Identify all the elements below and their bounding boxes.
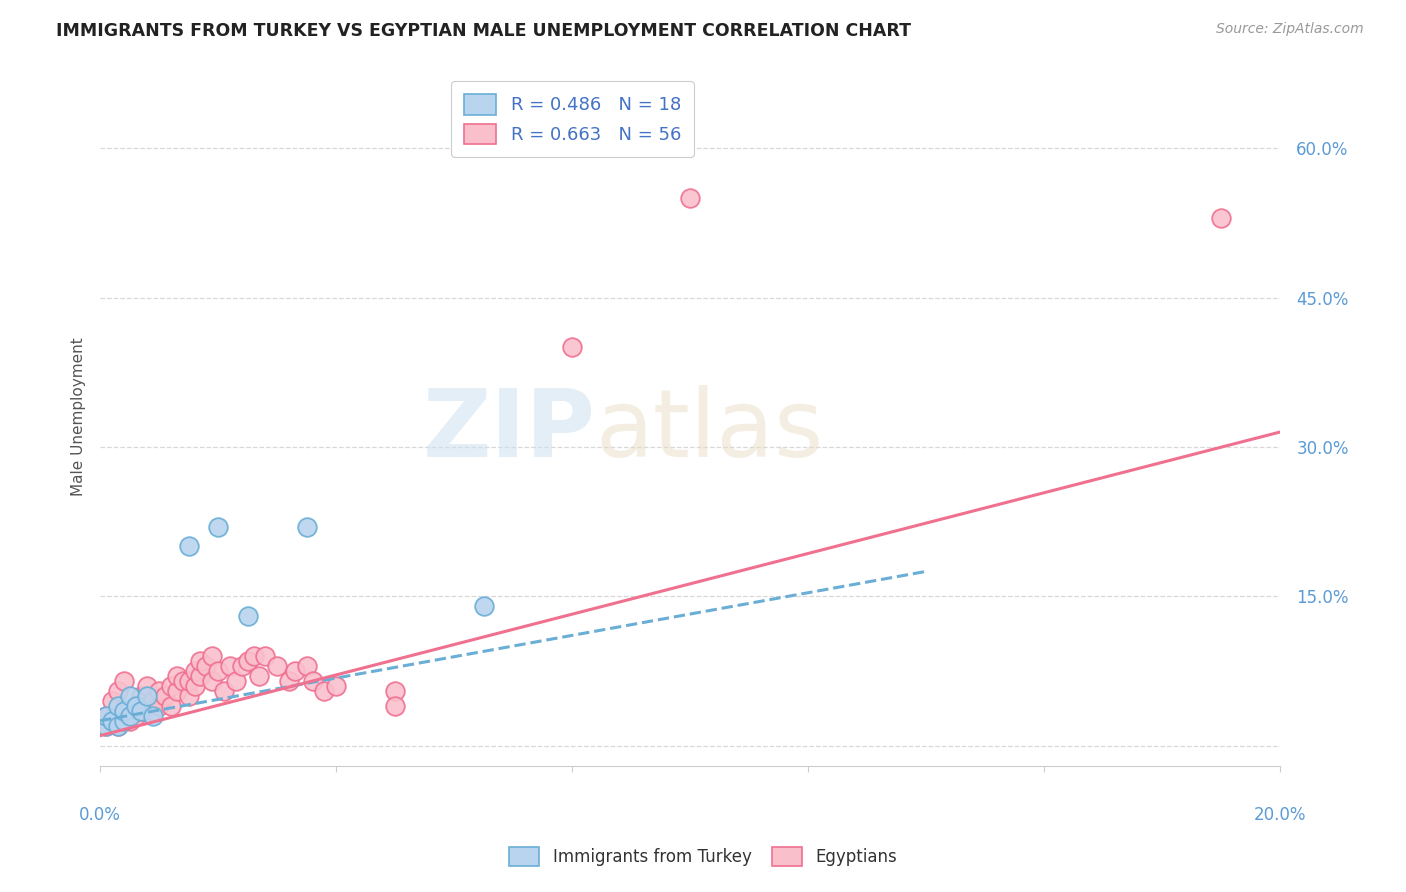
Point	[112, 704, 135, 718]
Point	[118, 714, 141, 728]
Point	[107, 698, 129, 713]
Point	[177, 673, 200, 688]
Point	[561, 340, 583, 354]
Point	[278, 673, 301, 688]
Point	[118, 708, 141, 723]
Point	[160, 698, 183, 713]
Point	[118, 704, 141, 718]
Point	[136, 679, 159, 693]
Text: ZIP: ZIP	[423, 385, 596, 477]
Point	[295, 659, 318, 673]
Point	[219, 659, 242, 673]
Text: Source: ZipAtlas.com: Source: ZipAtlas.com	[1216, 22, 1364, 37]
Text: 0.0%: 0.0%	[79, 806, 121, 824]
Point	[249, 669, 271, 683]
Point	[225, 673, 247, 688]
Point	[112, 708, 135, 723]
Point	[314, 683, 336, 698]
Point	[107, 719, 129, 733]
Point	[231, 659, 253, 673]
Point	[142, 704, 165, 718]
Point	[101, 694, 124, 708]
Point	[142, 694, 165, 708]
Point	[160, 679, 183, 693]
Point	[201, 673, 224, 688]
Point	[172, 673, 194, 688]
Point	[166, 683, 188, 698]
Text: 20.0%: 20.0%	[1254, 806, 1306, 824]
Point	[153, 689, 176, 703]
Point	[1211, 211, 1233, 225]
Text: IMMIGRANTS FROM TURKEY VS EGYPTIAN MALE UNEMPLOYMENT CORRELATION CHART: IMMIGRANTS FROM TURKEY VS EGYPTIAN MALE …	[56, 22, 911, 40]
Point	[207, 664, 229, 678]
Point	[118, 689, 141, 703]
Point	[384, 683, 406, 698]
Point	[183, 664, 205, 678]
Point	[254, 648, 277, 663]
Point	[142, 708, 165, 723]
Point	[124, 698, 146, 713]
Point	[94, 719, 117, 733]
Point	[472, 599, 495, 614]
Point	[177, 540, 200, 554]
Point	[112, 714, 135, 728]
Point	[195, 659, 218, 673]
Point	[384, 698, 406, 713]
Point	[94, 708, 117, 723]
Point	[207, 519, 229, 533]
Point	[131, 704, 153, 718]
Point	[107, 719, 129, 733]
Point	[107, 683, 129, 698]
Point	[177, 689, 200, 703]
Legend: R = 0.486   N = 18, R = 0.663   N = 56: R = 0.486 N = 18, R = 0.663 N = 56	[451, 81, 693, 157]
Y-axis label: Male Unemployment: Male Unemployment	[72, 338, 86, 496]
Point	[131, 704, 153, 718]
Point	[325, 679, 347, 693]
Point	[124, 698, 146, 713]
Point	[236, 609, 259, 624]
Legend: Immigrants from Turkey, Egyptians: Immigrants from Turkey, Egyptians	[503, 840, 903, 873]
Point	[201, 648, 224, 663]
Point	[136, 689, 159, 703]
Point	[679, 191, 702, 205]
Point	[131, 689, 153, 703]
Point	[242, 648, 264, 663]
Point	[94, 719, 117, 733]
Point	[190, 669, 212, 683]
Point	[136, 698, 159, 713]
Point	[295, 519, 318, 533]
Point	[284, 664, 307, 678]
Point	[183, 679, 205, 693]
Point	[148, 683, 170, 698]
Text: atlas: atlas	[596, 385, 824, 477]
Point	[101, 714, 124, 728]
Point	[94, 708, 117, 723]
Point	[190, 654, 212, 668]
Point	[112, 673, 135, 688]
Point	[266, 659, 288, 673]
Point	[301, 673, 323, 688]
Point	[236, 654, 259, 668]
Point	[212, 683, 235, 698]
Point	[101, 714, 124, 728]
Point	[124, 708, 146, 723]
Point	[166, 669, 188, 683]
Point	[148, 698, 170, 713]
